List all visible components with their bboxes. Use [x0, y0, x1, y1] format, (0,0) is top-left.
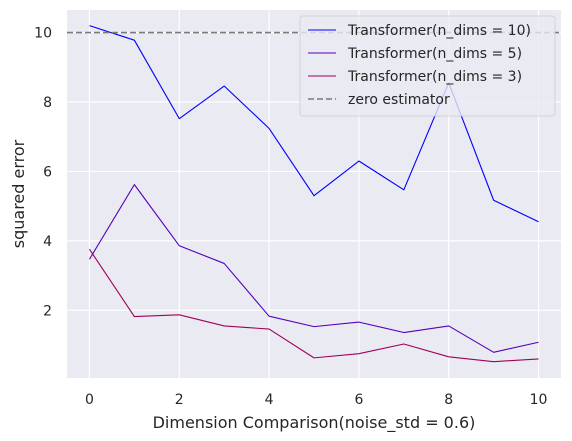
x-tick-label: 6 — [354, 392, 363, 408]
series-line-0 — [89, 25, 539, 223]
y-tick-label: 2 — [43, 303, 52, 319]
legend-label: zero estimator — [348, 92, 450, 108]
series-line-1 — [88, 184, 539, 353]
legend-label: Transformer(n_dims = 5) — [347, 46, 522, 62]
x-tick-label: 8 — [444, 392, 453, 408]
x-tick-label: 2 — [175, 392, 184, 408]
y-tick-label: 6 — [43, 164, 52, 180]
x-ticks: 0 2 4 6 8 10 — [85, 392, 547, 408]
y-tick-label: 8 — [43, 95, 52, 111]
y-ticks: 2 4 6 8 10 — [34, 26, 52, 320]
legend: Transformer(n_dims = 10) Transformer(n_di… — [299, 15, 556, 117]
y-tick-label: 10 — [34, 26, 52, 42]
y-axis-label: squared error — [9, 139, 28, 248]
series-line-2 — [88, 248, 539, 363]
x-axis-label: Dimension Comparison(noise_std = 0.6) — [153, 413, 476, 433]
legend-box — [299, 15, 556, 117]
x-tick-label: 4 — [265, 392, 274, 408]
x-tick-label: 10 — [530, 392, 548, 408]
legend-label: Transformer(n_dims = 3) — [347, 69, 522, 85]
legend-label: Transformer(n_dims = 10) — [347, 23, 531, 39]
y-tick-label: 4 — [43, 234, 52, 250]
x-tick-label: 0 — [85, 392, 94, 408]
